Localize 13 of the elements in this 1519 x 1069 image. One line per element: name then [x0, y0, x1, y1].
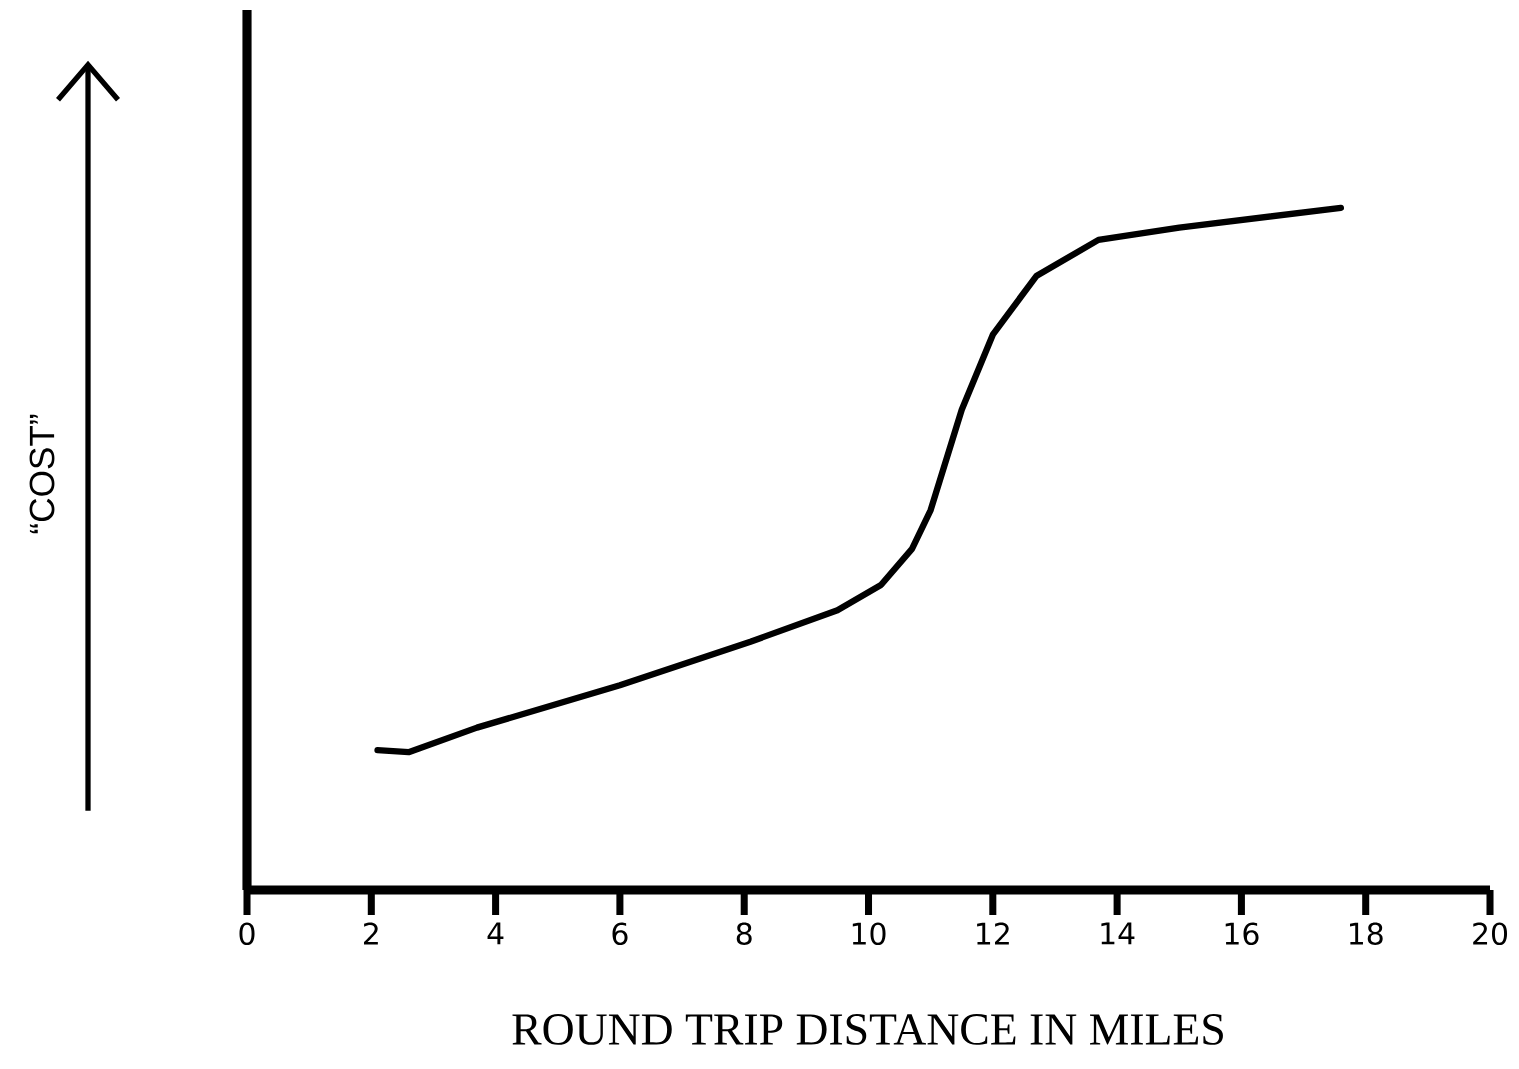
- x-tick-label: 2: [364, 922, 378, 945]
- x-tick-label: 8: [736, 922, 752, 946]
- x-tick-label: 12: [977, 922, 1009, 945]
- x-tick-label: 18: [1350, 922, 1383, 946]
- x-tick-label: 4: [487, 922, 504, 945]
- x-tick-label: 14: [1101, 922, 1135, 945]
- text: “COST”: [29, 414, 55, 534]
- x-axis-title: ROUND TRIP DISTANCE IN MILES: [512, 1014, 1223, 1045]
- x-tick-label: 6: [612, 922, 628, 946]
- x-tick-label: 10: [852, 922, 886, 946]
- x-tick-label: 16: [1225, 922, 1259, 946]
- x-tick-label: 20: [1473, 922, 1508, 946]
- x-tick-label: 0: [239, 922, 255, 946]
